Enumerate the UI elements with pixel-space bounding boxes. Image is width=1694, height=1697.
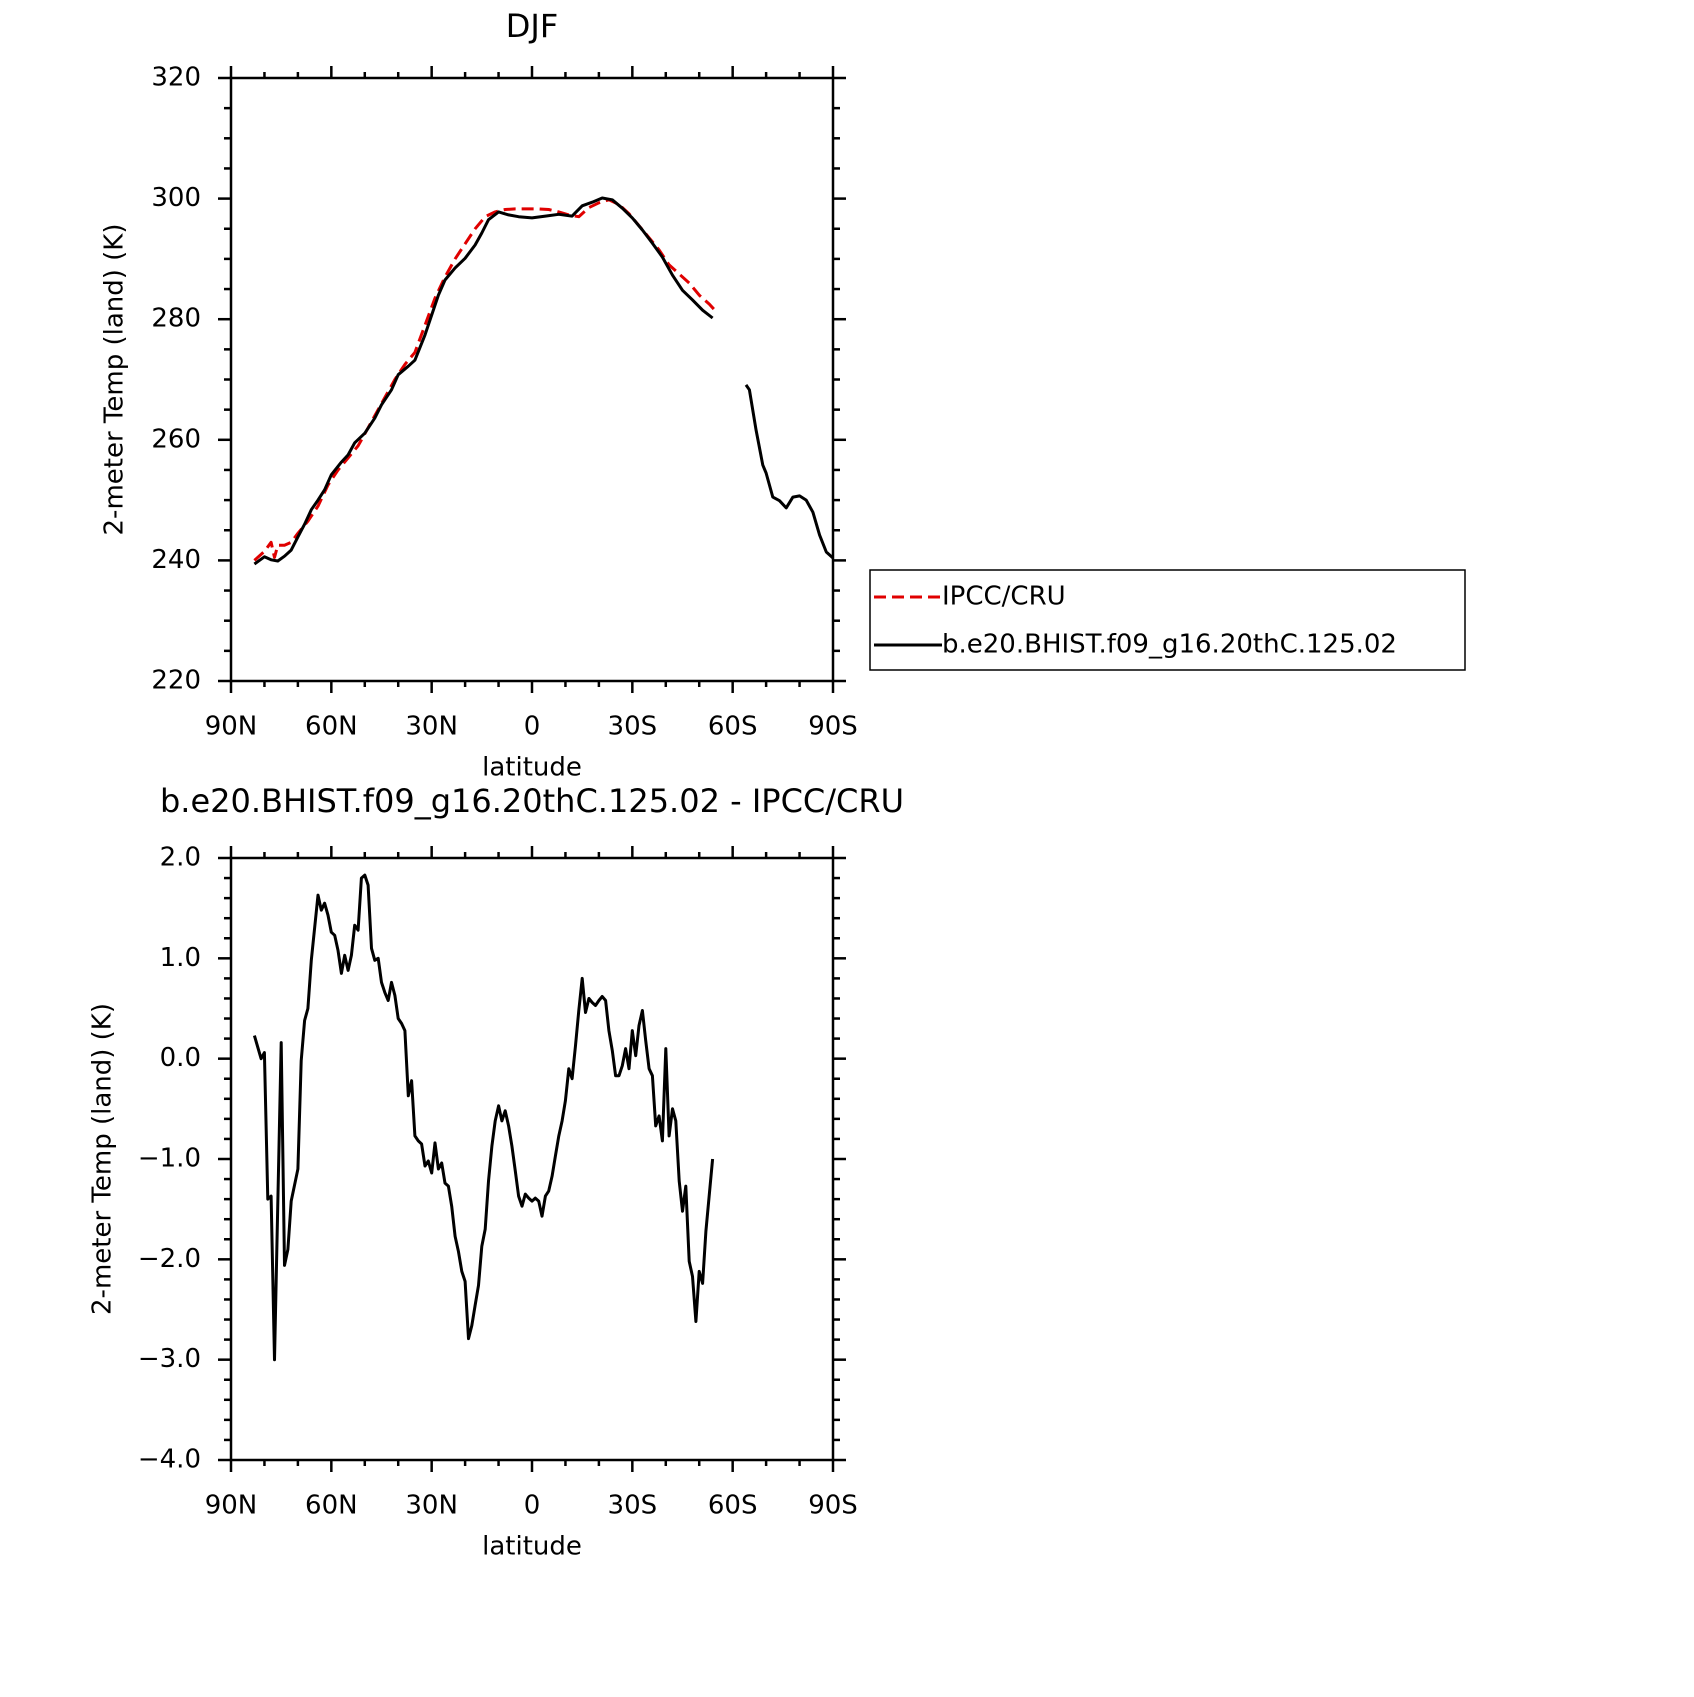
chart-title: DJF [506,7,558,45]
x-tick-label: 30N [405,712,458,742]
y-tick-label: 220 [151,666,201,696]
y-tick-label: −1.0 [138,1144,201,1174]
data-line [253,198,719,562]
x-tick-label: 0 [524,712,541,742]
x-tick-label: 0 [524,1491,541,1521]
y-axis-label: 2-meter Temp (land) (K) [88,1003,118,1315]
x-tick-label: 60N [305,1491,358,1521]
x-axis-label: latitude [482,1532,582,1562]
legend-label: b.e20.BHIST.f09_g16.20thC.125.02 [942,630,1397,660]
y-axis-label: 2-meter Temp (land) (K) [100,224,130,536]
x-tick-label: 60N [305,712,358,742]
chart-title: b.e20.BHIST.f09_g16.20thC.125.02 - IPCC/… [160,782,904,820]
y-tick-label: −4.0 [138,1445,201,1475]
x-tick-label: 90N [205,1491,258,1521]
y-tick-label: 300 [151,183,201,213]
plot-frame [229,76,835,683]
y-tick-label: 260 [151,424,201,454]
legend-box [869,569,1466,671]
y-tick-label: 1.0 [160,943,201,973]
x-tick-label: 30N [405,1491,458,1521]
x-tick-label: 60S [708,712,758,742]
x-tick-label: 30S [608,712,658,742]
x-axis-label: latitude [482,753,582,783]
y-tick-label: 240 [151,545,201,575]
y-tick-label: −3.0 [138,1344,201,1374]
data-line [252,873,715,1362]
y-tick-label: 280 [151,304,201,334]
x-tick-label: 60S [708,1491,758,1521]
y-tick-label: 320 [151,63,201,93]
plot-frame [229,856,835,1462]
legend-label: IPCC/CRU [942,582,1066,612]
x-tick-label: 90S [808,1491,858,1521]
data-line [253,196,835,566]
x-tick-label: 90N [205,712,258,742]
x-tick-label: 90S [808,712,858,742]
y-tick-label: 0.0 [160,1043,201,1073]
y-tick-label: 2.0 [160,843,201,873]
y-tick-label: −2.0 [138,1244,201,1274]
x-tick-label: 30S [608,1491,658,1521]
